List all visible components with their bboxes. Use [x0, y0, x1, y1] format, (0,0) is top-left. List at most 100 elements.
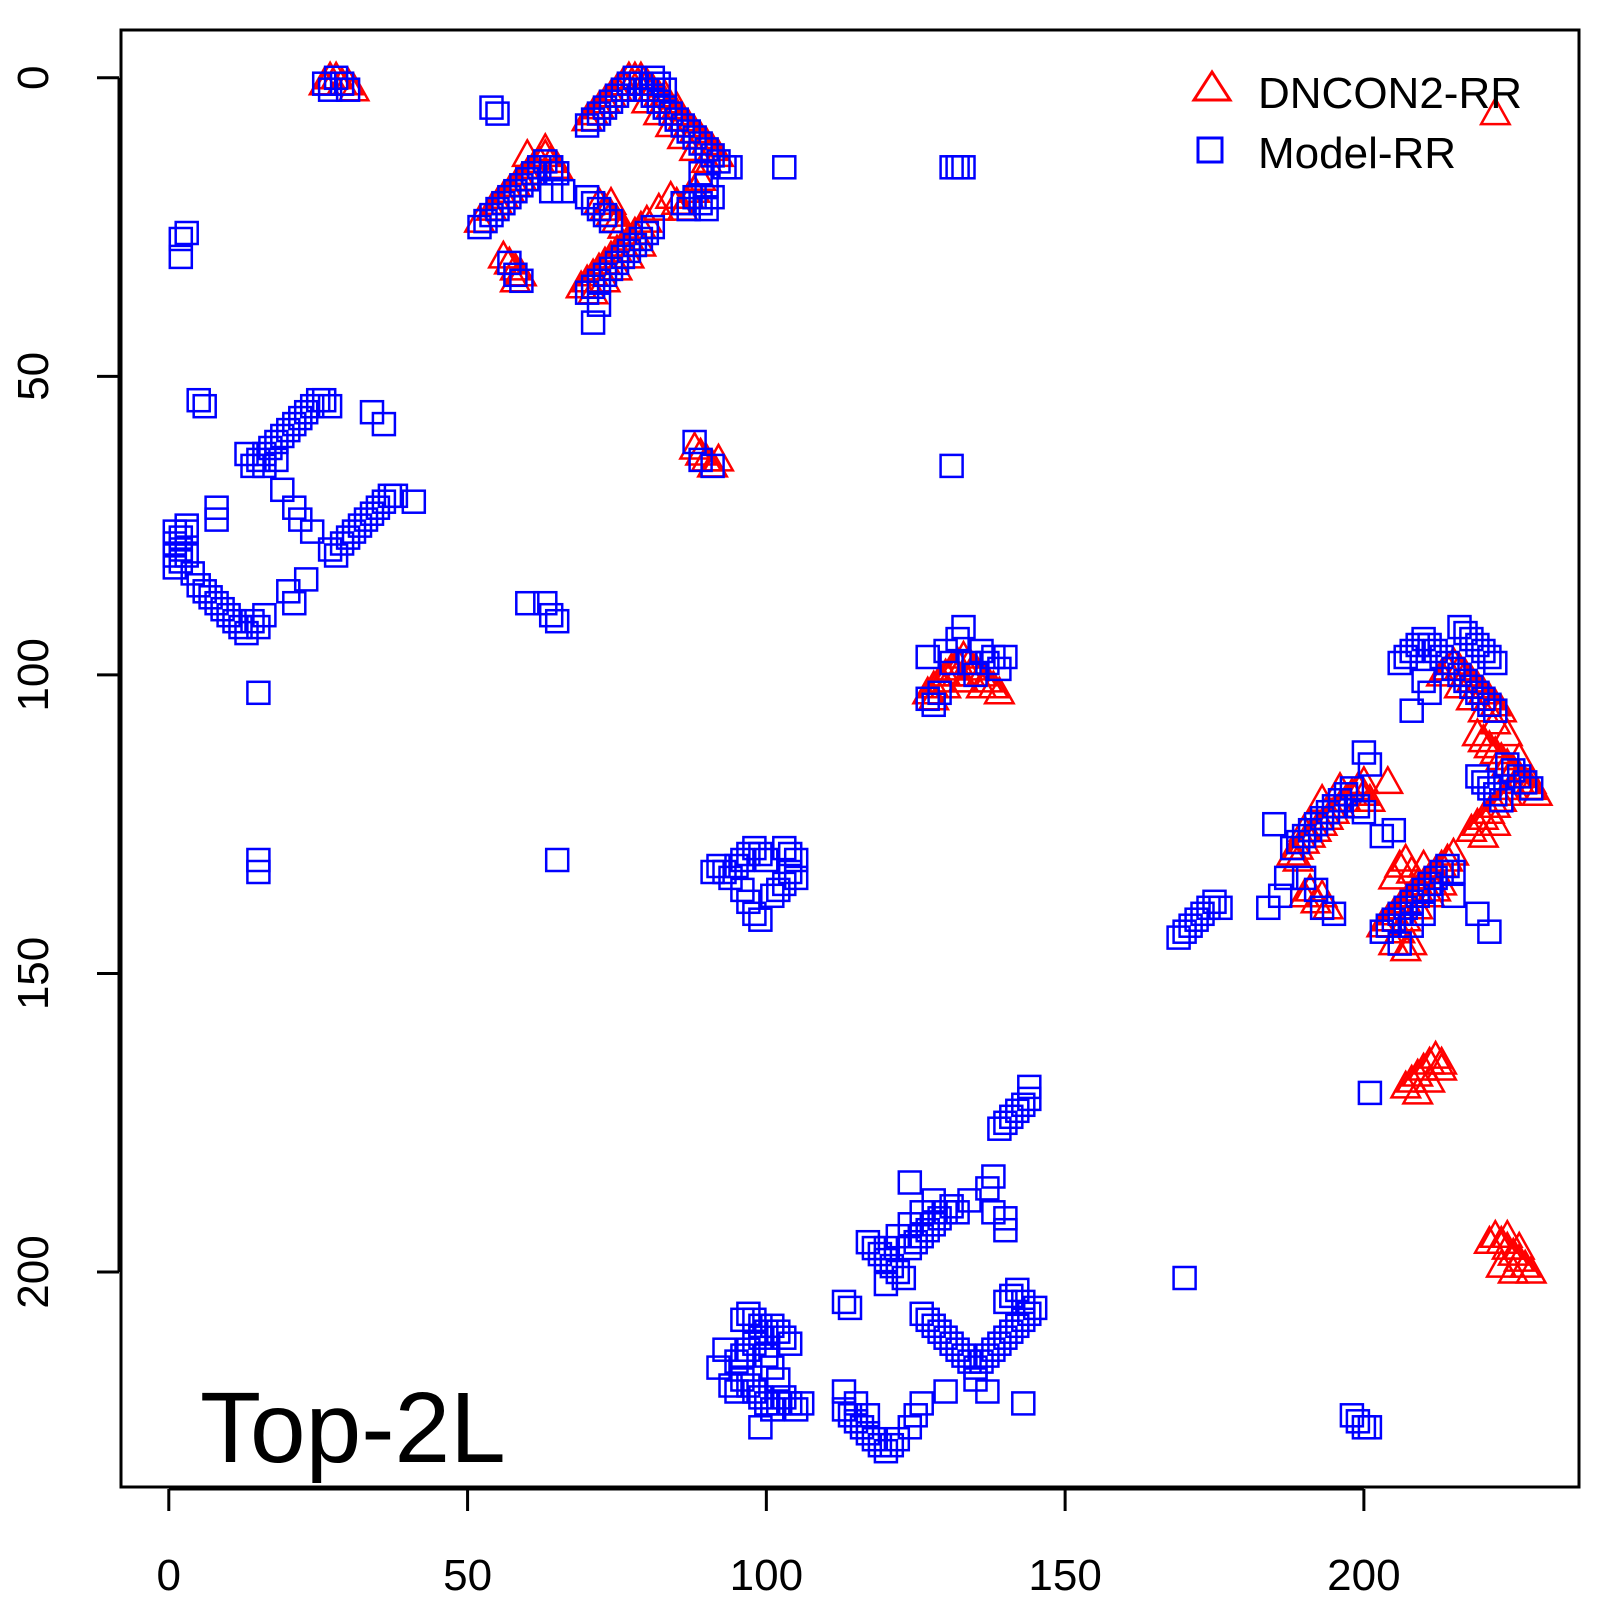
square-point — [939, 650, 964, 676]
square-point — [951, 614, 976, 640]
square-point — [1518, 776, 1544, 801]
triangle-point — [498, 251, 532, 281]
y-tick-label: 150 — [9, 937, 58, 1010]
triangle-point — [1466, 723, 1500, 753]
triangle-point — [1502, 1230, 1536, 1260]
square-point — [1011, 1092, 1036, 1118]
y-tick-label: 100 — [9, 638, 58, 711]
y-axis: 0 50 100 150 200 — [9, 66, 121, 1309]
square-point — [724, 1379, 749, 1404]
square-point — [742, 1307, 767, 1333]
square-point — [783, 1397, 809, 1422]
square-point — [1512, 770, 1538, 795]
square-point — [1417, 680, 1442, 706]
square-point — [1267, 883, 1293, 909]
square-point — [646, 71, 672, 96]
square-point — [718, 155, 743, 180]
triangle-point — [947, 663, 980, 693]
square-point — [383, 483, 409, 509]
square-point — [682, 429, 707, 455]
square-point — [993, 1217, 1018, 1243]
square-point — [772, 1325, 797, 1350]
square-point — [921, 1188, 946, 1213]
square-point — [688, 161, 713, 186]
square-point — [252, 602, 277, 628]
square-point — [168, 226, 194, 252]
triangle-point — [678, 430, 712, 460]
plot-frame — [119, 28, 1581, 1489]
square-point — [837, 1295, 863, 1321]
square-point — [1172, 1265, 1197, 1291]
square-point — [1351, 799, 1377, 825]
square-point — [981, 1164, 1006, 1189]
triangle-point — [642, 191, 676, 221]
triangle-point — [1496, 1236, 1530, 1266]
x-tick-label: 50 — [443, 1551, 492, 1600]
x-tick-label: 150 — [1028, 1551, 1101, 1600]
triangle-point — [1490, 1218, 1524, 1248]
square-point — [1357, 752, 1383, 777]
square-point — [652, 77, 678, 102]
triangle-point — [1514, 1254, 1548, 1284]
square-point — [1483, 650, 1508, 676]
square-point — [1011, 1289, 1036, 1315]
square-point — [204, 507, 229, 532]
square-point — [174, 220, 199, 246]
square-point — [1017, 1074, 1042, 1100]
square-point — [748, 907, 773, 932]
square-point — [1441, 883, 1466, 909]
square-point — [1339, 776, 1365, 801]
triangle-point — [1490, 717, 1524, 747]
square-point — [915, 644, 940, 670]
square-point — [772, 835, 797, 861]
square-point — [335, 77, 361, 102]
x-tick-label: 0 — [157, 1551, 181, 1600]
square-point — [1435, 853, 1460, 879]
square-point — [1477, 692, 1502, 718]
square-point — [580, 310, 606, 335]
square-point — [371, 411, 397, 437]
legend-marker-square — [1196, 136, 1224, 164]
square-point — [945, 155, 970, 180]
square-point — [538, 155, 564, 180]
square-point — [634, 220, 660, 246]
square-point — [1477, 644, 1502, 670]
square-point — [897, 1170, 923, 1195]
square-point — [891, 1265, 917, 1291]
square-point — [1357, 1415, 1383, 1440]
square-point — [1483, 782, 1508, 807]
square-point — [1381, 817, 1407, 843]
series-dncon2-rr — [307, 60, 1554, 1284]
square-point — [1411, 901, 1436, 927]
triangle-point — [1496, 1254, 1530, 1284]
square-point — [293, 567, 319, 592]
square-point — [1208, 895, 1233, 921]
x-tick-label: 200 — [1327, 1551, 1400, 1600]
y-tick-label: 200 — [9, 1235, 58, 1308]
square-point — [509, 268, 534, 294]
square-point — [1011, 1391, 1036, 1416]
square-point — [1202, 889, 1227, 915]
square-point — [479, 95, 504, 120]
square-point — [1273, 865, 1299, 891]
square-point — [592, 202, 618, 228]
square-point — [544, 608, 570, 634]
square-point — [748, 1415, 773, 1440]
square-point — [174, 519, 199, 544]
square-point — [401, 489, 427, 514]
square-point — [1399, 698, 1424, 723]
square-point — [538, 178, 564, 204]
triangle-point — [1425, 1045, 1458, 1075]
square-point — [748, 841, 773, 867]
square-point — [831, 1289, 857, 1315]
square-point — [640, 214, 666, 240]
triangle-point — [528, 131, 562, 162]
square-point — [873, 1271, 899, 1297]
square-point — [1262, 811, 1287, 837]
square-point — [1441, 859, 1466, 885]
y-tick-label: 0 — [9, 66, 58, 90]
square-point — [174, 543, 199, 568]
square-point — [789, 1391, 815, 1416]
square-point — [927, 680, 952, 706]
square-point — [1483, 698, 1508, 723]
